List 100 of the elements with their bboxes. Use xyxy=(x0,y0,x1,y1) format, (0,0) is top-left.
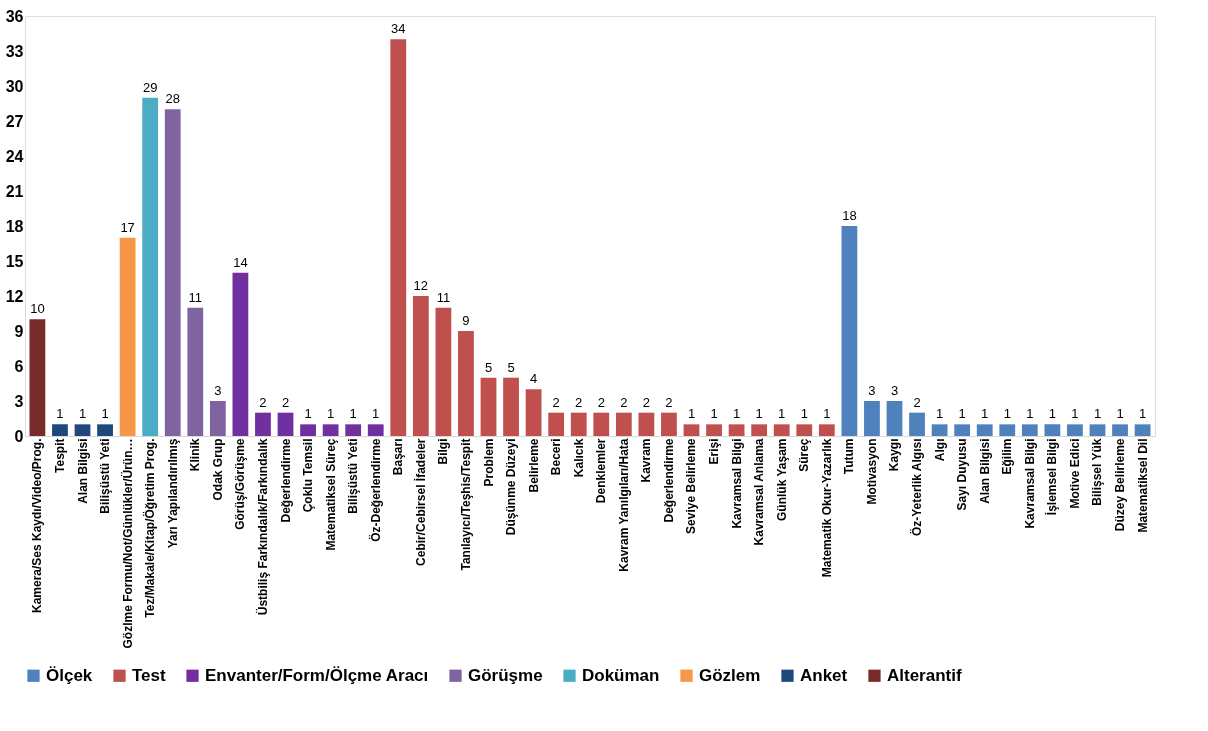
bar xyxy=(390,39,407,436)
bar xyxy=(615,412,632,436)
legend-label: Doküman xyxy=(582,665,660,685)
bar xyxy=(954,424,971,436)
data-label: 1 xyxy=(755,406,763,422)
bar xyxy=(818,424,835,436)
bar xyxy=(683,424,700,436)
x-tick-label: Tutum xyxy=(842,438,857,475)
x-tick-label: Öz-Değerlendirme xyxy=(367,438,383,542)
data-label: 1 xyxy=(1026,406,1034,422)
bar xyxy=(503,377,519,436)
y-tick-label: 0 xyxy=(14,427,24,445)
bar xyxy=(1112,424,1128,436)
data-label: 3 xyxy=(214,383,222,398)
data-label: 1 xyxy=(800,406,808,422)
x-tick-label: Düzey Belirleme xyxy=(1113,438,1128,532)
data-label: 3 xyxy=(890,383,899,398)
x-tick-label: Odak Grup xyxy=(210,438,225,501)
x-tick-label: Bilişüstü Yeti xyxy=(98,438,113,514)
x-tick-label: Üstbiliş Farkındalık/Farkındalık xyxy=(254,438,270,616)
x-tick-label: Kamera/Ses Kaydı/Video/Prog. xyxy=(30,438,45,614)
bar xyxy=(458,331,474,436)
x-tick-label: Kavram xyxy=(639,438,654,483)
bar xyxy=(300,424,316,436)
data-label: 1 xyxy=(687,406,696,422)
data-label: 1 xyxy=(778,406,786,422)
data-label: 1 xyxy=(1048,406,1056,422)
data-label: 1 xyxy=(1138,406,1147,422)
x-tick-label: Kavramsal Bilgi xyxy=(1022,438,1037,529)
data-label: 1 xyxy=(981,406,989,422)
x-tick-label: Bilişüstü Yeti xyxy=(346,438,361,514)
data-label: 1 xyxy=(732,406,741,422)
data-label: 17 xyxy=(120,219,135,235)
bar xyxy=(728,424,745,436)
x-tick-label: Yarı Yapılandırılmış xyxy=(165,438,180,549)
x-tick-label: Gözlme Formu/Not/Günlükler/Ürün… xyxy=(119,438,135,649)
data-label: 1 xyxy=(958,406,966,422)
x-tick-label: Denklemler xyxy=(594,438,609,504)
bar xyxy=(119,237,136,436)
bar xyxy=(841,226,858,436)
data-label: 1 xyxy=(101,406,109,422)
bar xyxy=(1134,424,1151,436)
data-label: 2 xyxy=(575,394,583,410)
data-label: 11 xyxy=(188,289,203,305)
bar xyxy=(52,424,68,436)
y-tick-label: 24 xyxy=(5,147,24,165)
data-label: 1 xyxy=(1093,406,1102,422)
data-label: 1 xyxy=(304,406,312,422)
bar xyxy=(570,412,587,436)
x-tick-label: Eğilim xyxy=(1000,438,1015,475)
data-label: 1 xyxy=(935,406,944,422)
bar xyxy=(886,401,903,436)
bar xyxy=(209,401,226,436)
y-tick-label: 3 xyxy=(14,392,24,410)
data-label: 29 xyxy=(142,79,158,95)
data-label: 3 xyxy=(868,383,876,398)
x-tick-label: Düşünme Düzeyi xyxy=(504,438,519,536)
data-label: 1 xyxy=(1071,406,1079,422)
x-tick-label: Değerlendirme xyxy=(278,438,293,523)
y-tick-label: 9 xyxy=(14,322,24,340)
y-tick-label: 6 xyxy=(14,357,24,375)
x-tick-label: Kaygı xyxy=(887,438,902,472)
x-tick-label: Değerlendirme xyxy=(661,438,676,523)
bar xyxy=(345,424,362,436)
x-tick-label: Algı xyxy=(932,438,947,462)
data-label: 28 xyxy=(165,91,180,107)
x-tick-label: Matematiksel Dil xyxy=(1135,438,1150,533)
bar xyxy=(367,424,384,436)
bar xyxy=(706,424,722,436)
x-tick-label: Görüş/Görüşme xyxy=(233,438,248,530)
legend-label: Gözlem xyxy=(699,665,761,685)
data-label: 11 xyxy=(436,289,451,305)
data-label: 1 xyxy=(1003,406,1011,422)
x-tick-label: Günlük Yaşam xyxy=(774,438,789,521)
data-label: 9 xyxy=(462,313,470,328)
x-tick-label: Tanılayıcı/Teşhis/Tespit xyxy=(458,438,473,571)
bar xyxy=(277,412,294,436)
x-tick-label: Matematik Okur-Yazarlık xyxy=(819,438,834,578)
x-tick-label: Motivasyon xyxy=(864,438,879,505)
x-tick-label: Kavram Yanılgıları/Hata xyxy=(616,438,631,572)
bar xyxy=(232,272,249,436)
y-tick-label: 33 xyxy=(5,42,24,60)
y-tick-label: 15 xyxy=(5,252,24,270)
x-tick-label: Çoklu Temsil xyxy=(301,438,316,513)
x-tick-label: Bilgi xyxy=(436,438,451,465)
bar xyxy=(593,412,610,436)
data-label: 18 xyxy=(842,208,857,223)
legend-label: Envanter/Form/Ölçme Aracı xyxy=(205,665,429,685)
bar xyxy=(796,424,813,436)
bar xyxy=(435,307,452,436)
data-label: 1 xyxy=(349,406,357,422)
bar xyxy=(525,389,542,436)
x-tick-label: Motive Edici xyxy=(1067,438,1082,509)
bar xyxy=(1021,424,1038,436)
bar xyxy=(638,412,655,436)
legend-label: Anket xyxy=(800,665,848,685)
y-tick-label: 30 xyxy=(5,77,24,95)
x-tick-label: Belirleme xyxy=(526,438,541,493)
x-tick-label: Öz-Yeterlik Algısı xyxy=(909,438,925,537)
bar xyxy=(1044,424,1061,436)
